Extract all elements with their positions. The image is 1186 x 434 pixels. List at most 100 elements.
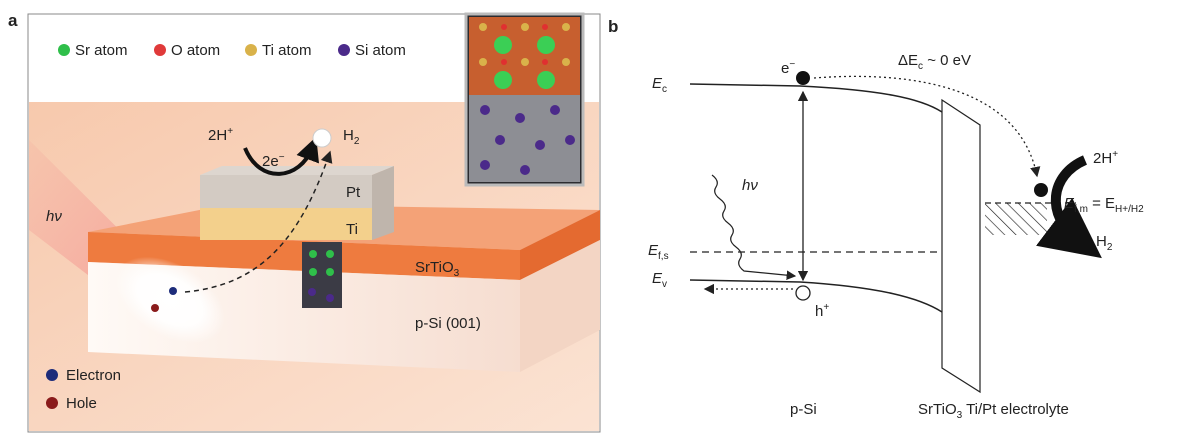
hole-label: h+ xyxy=(815,302,829,320)
text: h xyxy=(815,303,823,320)
text: SrTiO xyxy=(415,259,454,276)
atom xyxy=(326,294,334,302)
band-offset: ΔEc ~ 0 eV xyxy=(898,52,971,72)
atom xyxy=(501,59,507,65)
panel-label: b xyxy=(608,17,618,36)
layer-label: p-Si (001) xyxy=(415,315,481,332)
atom xyxy=(326,268,334,276)
interface-layer xyxy=(942,100,980,392)
panel-b: b ΔEc ~ 0 eV e− h+ Ec Ef,s Ev hν 2H+ Ef,… xyxy=(608,17,1144,421)
sub: f,m xyxy=(1074,204,1088,215)
page: a Sr atom O atom Ti atom Si atom 2H+ 2e−… xyxy=(0,0,1186,434)
text: ΔE xyxy=(898,52,918,69)
atom xyxy=(565,135,575,145)
light-label: hν xyxy=(742,177,758,194)
atom xyxy=(542,59,548,65)
panel-label: a xyxy=(8,11,18,30)
sub: 3 xyxy=(454,268,460,279)
panel-a: a Sr atom O atom Ti atom Si atom 2H+ 2e−… xyxy=(8,11,600,432)
sup: + xyxy=(823,302,829,313)
atom xyxy=(521,58,529,66)
atom xyxy=(550,105,560,115)
legend-label: Sr atom xyxy=(75,42,128,59)
sup: − xyxy=(279,152,285,163)
electron xyxy=(796,71,810,85)
band-label: Ev xyxy=(652,270,667,290)
layer-label: Ti xyxy=(346,221,358,238)
atom xyxy=(479,23,487,31)
atom xyxy=(494,36,512,54)
legend-label: Ti atom xyxy=(262,42,311,59)
sup: + xyxy=(227,126,233,137)
atom xyxy=(308,288,316,296)
pt-ti-side xyxy=(372,166,394,240)
atom xyxy=(562,58,570,66)
legend-dot xyxy=(46,369,58,381)
text: SrTiO xyxy=(918,401,957,418)
atom xyxy=(515,113,525,123)
atom xyxy=(494,71,512,89)
reactant: 2H+ xyxy=(1093,149,1118,167)
atom xyxy=(495,135,505,145)
sub: H+/H2 xyxy=(1115,204,1144,215)
atom xyxy=(562,23,570,31)
sub: 2 xyxy=(1107,242,1113,253)
band-label: Ec xyxy=(652,75,667,95)
text: e xyxy=(781,60,789,77)
hole xyxy=(151,304,159,312)
atom xyxy=(326,250,334,258)
text: 2H xyxy=(208,127,227,144)
atom xyxy=(537,71,555,89)
atom xyxy=(479,58,487,66)
product: H2 xyxy=(1096,233,1113,253)
text: H xyxy=(1096,233,1107,250)
electron xyxy=(169,287,177,295)
sup: + xyxy=(1112,149,1118,160)
text: ~ 0 eV xyxy=(923,52,971,69)
h2-bubble xyxy=(313,129,331,147)
atom xyxy=(520,165,530,175)
atom xyxy=(542,24,548,30)
fermi-metal-label: Ef,m = EH+/H2 xyxy=(1064,195,1144,215)
legend-dot xyxy=(58,44,70,56)
atom xyxy=(309,268,317,276)
light-label: hν xyxy=(46,208,62,225)
legend-dot xyxy=(46,397,58,409)
electron-transfer xyxy=(814,76,1037,176)
hole xyxy=(796,286,810,300)
atom xyxy=(535,140,545,150)
sub: v xyxy=(662,279,667,290)
text: Ti/Pt electrolyte xyxy=(962,401,1069,418)
region-label: SrTiO3 Ti/Pt electrolyte xyxy=(918,401,1069,421)
electron-label: e− xyxy=(781,59,795,77)
atom xyxy=(501,24,507,30)
legend-dot xyxy=(245,44,257,56)
text: 2e xyxy=(262,153,279,170)
sub: c xyxy=(662,84,667,95)
text: = E xyxy=(1088,195,1115,212)
conduction-band xyxy=(690,84,942,112)
legend-label: O atom xyxy=(171,42,220,59)
atom xyxy=(521,23,529,31)
legend-dot xyxy=(338,44,350,56)
text: 2H xyxy=(1093,150,1112,167)
sub: 2 xyxy=(354,136,360,147)
sup: − xyxy=(789,59,795,70)
legend-label: Electron xyxy=(66,367,121,384)
atom xyxy=(537,36,555,54)
legend-dot xyxy=(154,44,166,56)
figure: a Sr atom O atom Ti atom Si atom 2H+ 2e−… xyxy=(0,0,1186,434)
band-label: Ef,s xyxy=(648,242,669,262)
region-label: p-Si xyxy=(790,401,817,418)
atom xyxy=(309,250,317,258)
metal-filled-states xyxy=(985,203,1047,235)
legend-label: Hole xyxy=(66,395,97,412)
atom xyxy=(480,105,490,115)
text: H xyxy=(343,127,354,144)
layer-label: Pt xyxy=(346,184,361,201)
sub: f,s xyxy=(658,251,669,262)
legend-label: Si atom xyxy=(355,42,406,59)
electron xyxy=(1034,183,1048,197)
atom xyxy=(480,160,490,170)
cutaway xyxy=(302,242,342,308)
